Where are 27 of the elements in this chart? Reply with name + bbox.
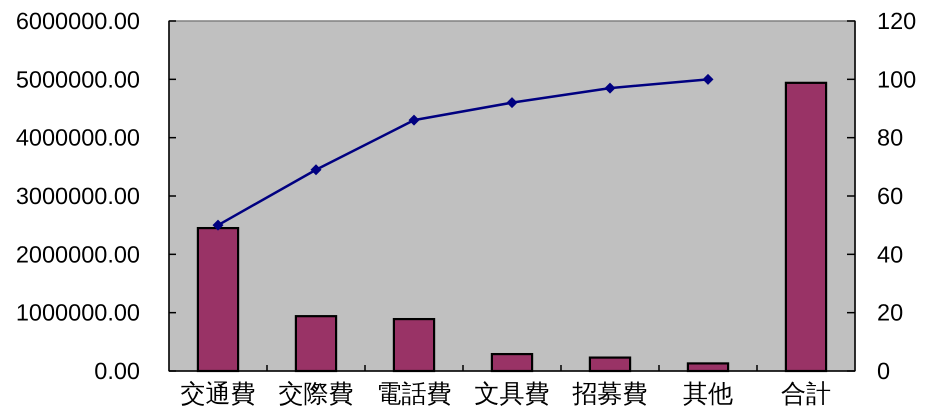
y2-tick-label: 60: [877, 183, 904, 209]
y2-tick-label: 120: [877, 8, 916, 34]
y2-tick-label: 100: [877, 66, 916, 92]
x-tick-label: 合計: [781, 381, 831, 408]
point: [310, 164, 322, 176]
point: [702, 74, 714, 85]
y-tick-label: 1000000.00: [16, 300, 140, 326]
y2-tick-label: 80: [877, 124, 904, 151]
x-tick-label: 交通費: [180, 380, 256, 408]
point: [604, 82, 616, 94]
x-tick-label: 文具費: [474, 381, 550, 408]
y-tick-label: 5000000.00: [16, 66, 140, 92]
x-tick-label: 其他: [683, 381, 733, 408]
y-tick-label: 3000000.00: [16, 183, 140, 209]
x-tick-label: 電話費: [376, 381, 452, 408]
y2-tick-label: 0: [877, 358, 890, 384]
y-tick-label: 6000000.00: [16, 8, 140, 34]
y2-tick-label: 40: [877, 241, 904, 268]
y2-tick-label: 20: [877, 300, 904, 326]
point: [212, 220, 224, 231]
y-tick-label: 4000000.00: [16, 124, 140, 151]
y-tick-label: 2000000.00: [16, 241, 140, 268]
point: [506, 97, 518, 108]
x-tick-label: 交際費: [278, 380, 354, 408]
x-tick-label: 招募費: [572, 381, 648, 408]
y-tick-label: 0.00: [94, 358, 140, 384]
point: [408, 114, 420, 126]
